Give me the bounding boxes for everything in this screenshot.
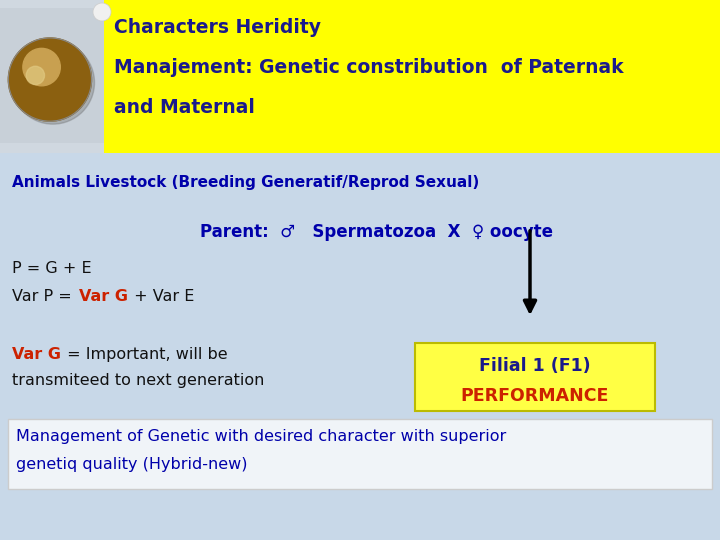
Text: Var P =: Var P = bbox=[12, 289, 77, 304]
Text: Filial 1 (F1): Filial 1 (F1) bbox=[480, 357, 591, 375]
Text: Var G: Var G bbox=[12, 347, 61, 362]
Circle shape bbox=[23, 49, 60, 86]
Circle shape bbox=[26, 66, 45, 85]
Text: Manajement: Genetic constribution  of Paternak: Manajement: Genetic constribution of Pat… bbox=[114, 58, 624, 77]
Circle shape bbox=[93, 3, 111, 21]
FancyBboxPatch shape bbox=[8, 419, 712, 489]
Text: genetiq quality (Hybrid-new): genetiq quality (Hybrid-new) bbox=[16, 457, 248, 472]
Text: Characters Heridity: Characters Heridity bbox=[114, 18, 321, 37]
Text: + Var E: + Var E bbox=[129, 289, 194, 304]
Bar bbox=[104, 0, 720, 153]
Circle shape bbox=[12, 41, 94, 124]
Text: transmiteed to next generation: transmiteed to next generation bbox=[12, 373, 264, 388]
FancyBboxPatch shape bbox=[415, 343, 655, 411]
Bar bbox=[0, 8, 104, 143]
Text: P = G + E: P = G + E bbox=[12, 261, 91, 276]
Text: = Important, will be: = Important, will be bbox=[62, 347, 228, 362]
Text: Management of Genetic with desired character with superior: Management of Genetic with desired chara… bbox=[16, 429, 506, 444]
Circle shape bbox=[9, 38, 91, 121]
Text: PERFORMANCE: PERFORMANCE bbox=[461, 387, 609, 405]
Text: Parent:  ♂   Spermatozoa  X  ♀ oocyte: Parent: ♂ Spermatozoa X ♀ oocyte bbox=[200, 223, 553, 241]
Bar bbox=[0, 0, 104, 153]
Text: and Maternal: and Maternal bbox=[114, 98, 255, 117]
Text: Var G: Var G bbox=[79, 289, 128, 304]
Text: Animals Livestock (Breeding Generatif/Reprod Sexual): Animals Livestock (Breeding Generatif/Re… bbox=[12, 175, 480, 190]
